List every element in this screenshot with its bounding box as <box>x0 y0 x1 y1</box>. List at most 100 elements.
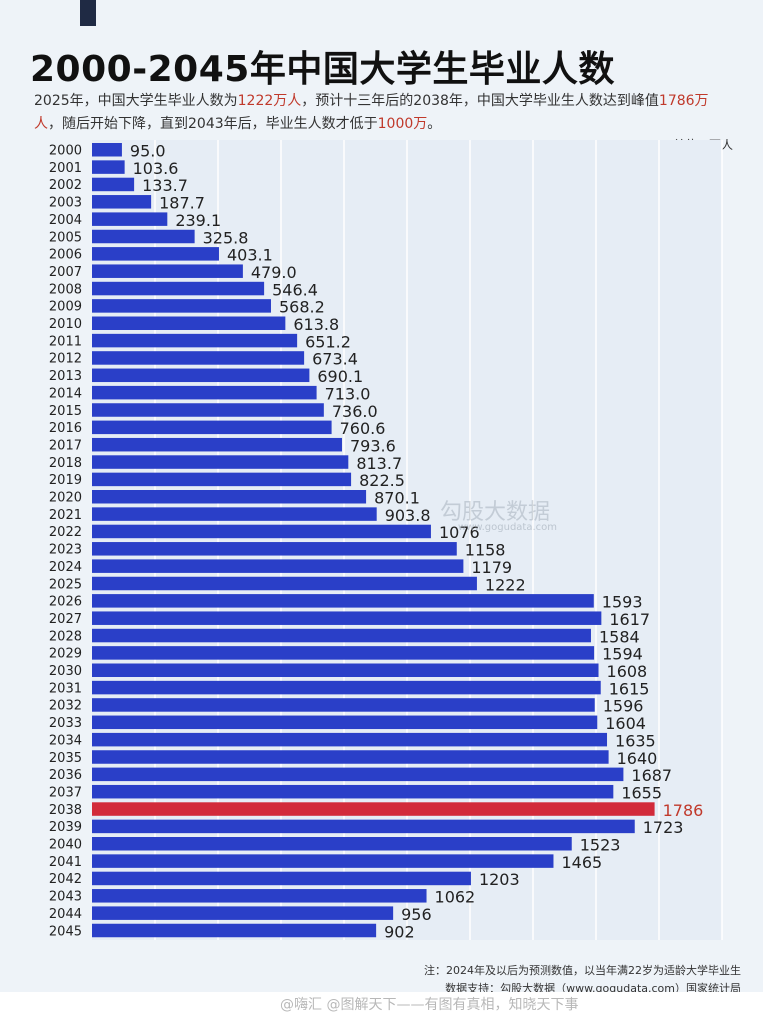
footnote-line-2: 数据支持：勾股大数据（www.gogudata.com）国家统计局 <box>445 982 741 995</box>
value-label: 133.7 <box>142 176 188 195</box>
footer-watermark: @嗨汇 @图解天下——有图有真相，知晓天下事 <box>280 997 579 1013</box>
value-label: 1596 <box>603 697 644 716</box>
value-label: 1594 <box>602 645 643 664</box>
bar <box>92 455 349 469</box>
bar <box>92 420 332 435</box>
bar <box>92 524 431 539</box>
year-label: 2009 <box>49 300 82 315</box>
value-label: 1203 <box>479 870 520 889</box>
bar <box>92 698 595 712</box>
year-label: 2007 <box>49 265 82 280</box>
bar <box>92 628 591 643</box>
bar <box>92 906 394 920</box>
value-label: 651.2 <box>305 332 351 351</box>
year-label: 2041 <box>49 855 82 870</box>
value-label: 546.4 <box>272 280 318 299</box>
bar <box>92 819 635 834</box>
value-label: 903.8 <box>385 506 431 525</box>
year-label: 2026 <box>49 595 82 610</box>
year-label: 2040 <box>49 838 82 853</box>
year-label: 2008 <box>49 282 82 297</box>
bar <box>92 750 609 764</box>
year-label: 2034 <box>49 733 82 748</box>
year-label: 2043 <box>49 890 82 905</box>
value-label: 736.0 <box>332 402 378 421</box>
year-label: 2042 <box>49 872 82 887</box>
value-label: 568.2 <box>279 298 325 317</box>
bar <box>92 403 324 417</box>
bar <box>92 837 572 851</box>
value-label: 1593 <box>602 593 643 612</box>
value-label: 613.8 <box>293 315 339 334</box>
bar <box>92 385 317 400</box>
value-label: 813.7 <box>356 454 402 473</box>
top-accent-block <box>80 0 96 26</box>
value-label: 1617 <box>609 610 650 629</box>
bar <box>92 247 219 261</box>
value-label: 187.7 <box>159 194 205 213</box>
value-label: 760.6 <box>340 419 386 438</box>
value-label: 1608 <box>607 662 648 681</box>
value-label: 870.1 <box>374 489 420 508</box>
bar <box>92 507 377 521</box>
bar <box>92 472 352 487</box>
value-label: 1655 <box>621 783 662 802</box>
year-label: 2016 <box>49 421 82 436</box>
value-label: 1158 <box>465 541 506 560</box>
bar <box>92 854 554 868</box>
value-label: 1179 <box>471 558 512 577</box>
bar <box>92 767 624 782</box>
value-label: 902 <box>384 922 415 940</box>
value-label: 403.1 <box>227 246 273 265</box>
value-label: 95.0 <box>130 142 166 161</box>
year-label: 2028 <box>49 629 82 644</box>
bar <box>92 611 602 625</box>
value-label: 1786 <box>663 801 704 820</box>
value-label: 1584 <box>599 627 640 646</box>
page-title: 2000-2045年中国大学生毕业人数 <box>30 49 615 90</box>
year-label: 2030 <box>49 664 82 679</box>
bar <box>92 663 599 677</box>
year-label: 2032 <box>49 699 82 714</box>
value-label: 690.1 <box>317 367 363 386</box>
watermark-text: 勾股大数据 <box>440 500 551 525</box>
year-label: 2006 <box>49 248 82 263</box>
bar <box>92 680 601 695</box>
subtitle-text: 2025年，中国大学生毕业人数为 <box>34 93 238 109</box>
year-label: 2018 <box>49 456 82 471</box>
value-label: 1604 <box>605 714 646 733</box>
year-label: 2024 <box>49 560 82 575</box>
watermark-url: www.gogudata.com <box>458 522 558 533</box>
bar <box>92 351 305 365</box>
bar-chart: 2000 95.0 2001 103.6 2002 133.7 2003 187.7 2004 2… <box>49 140 723 940</box>
value-label: 1723 <box>643 818 684 837</box>
value-label: 239.1 <box>175 211 221 230</box>
year-label: 2005 <box>49 230 82 245</box>
bar <box>92 368 310 383</box>
value-label: 793.6 <box>350 436 396 455</box>
bar <box>92 333 298 348</box>
year-label: 2029 <box>49 647 82 662</box>
year-label: 2025 <box>49 577 82 592</box>
bar <box>92 576 477 591</box>
year-label: 2014 <box>49 386 82 401</box>
bar <box>92 542 457 556</box>
footer-bar: @嗨汇 @图解天下——有图有真相，知晓天下事 <box>0 992 763 1018</box>
year-label: 2000 <box>49 144 82 159</box>
bar <box>92 732 608 747</box>
bar <box>92 784 614 799</box>
bar <box>92 437 342 452</box>
year-label: 2022 <box>49 525 82 540</box>
year-label: 2036 <box>49 768 82 783</box>
year-label: 2031 <box>49 681 82 696</box>
bar <box>92 871 471 886</box>
year-label: 2033 <box>49 716 82 731</box>
year-label: 2037 <box>49 785 82 800</box>
value-label: 1640 <box>617 749 658 768</box>
year-label: 2011 <box>49 334 82 349</box>
bar <box>92 715 598 730</box>
year-label: 2023 <box>49 543 82 558</box>
bar <box>92 889 427 903</box>
value-label: 1523 <box>580 836 621 855</box>
